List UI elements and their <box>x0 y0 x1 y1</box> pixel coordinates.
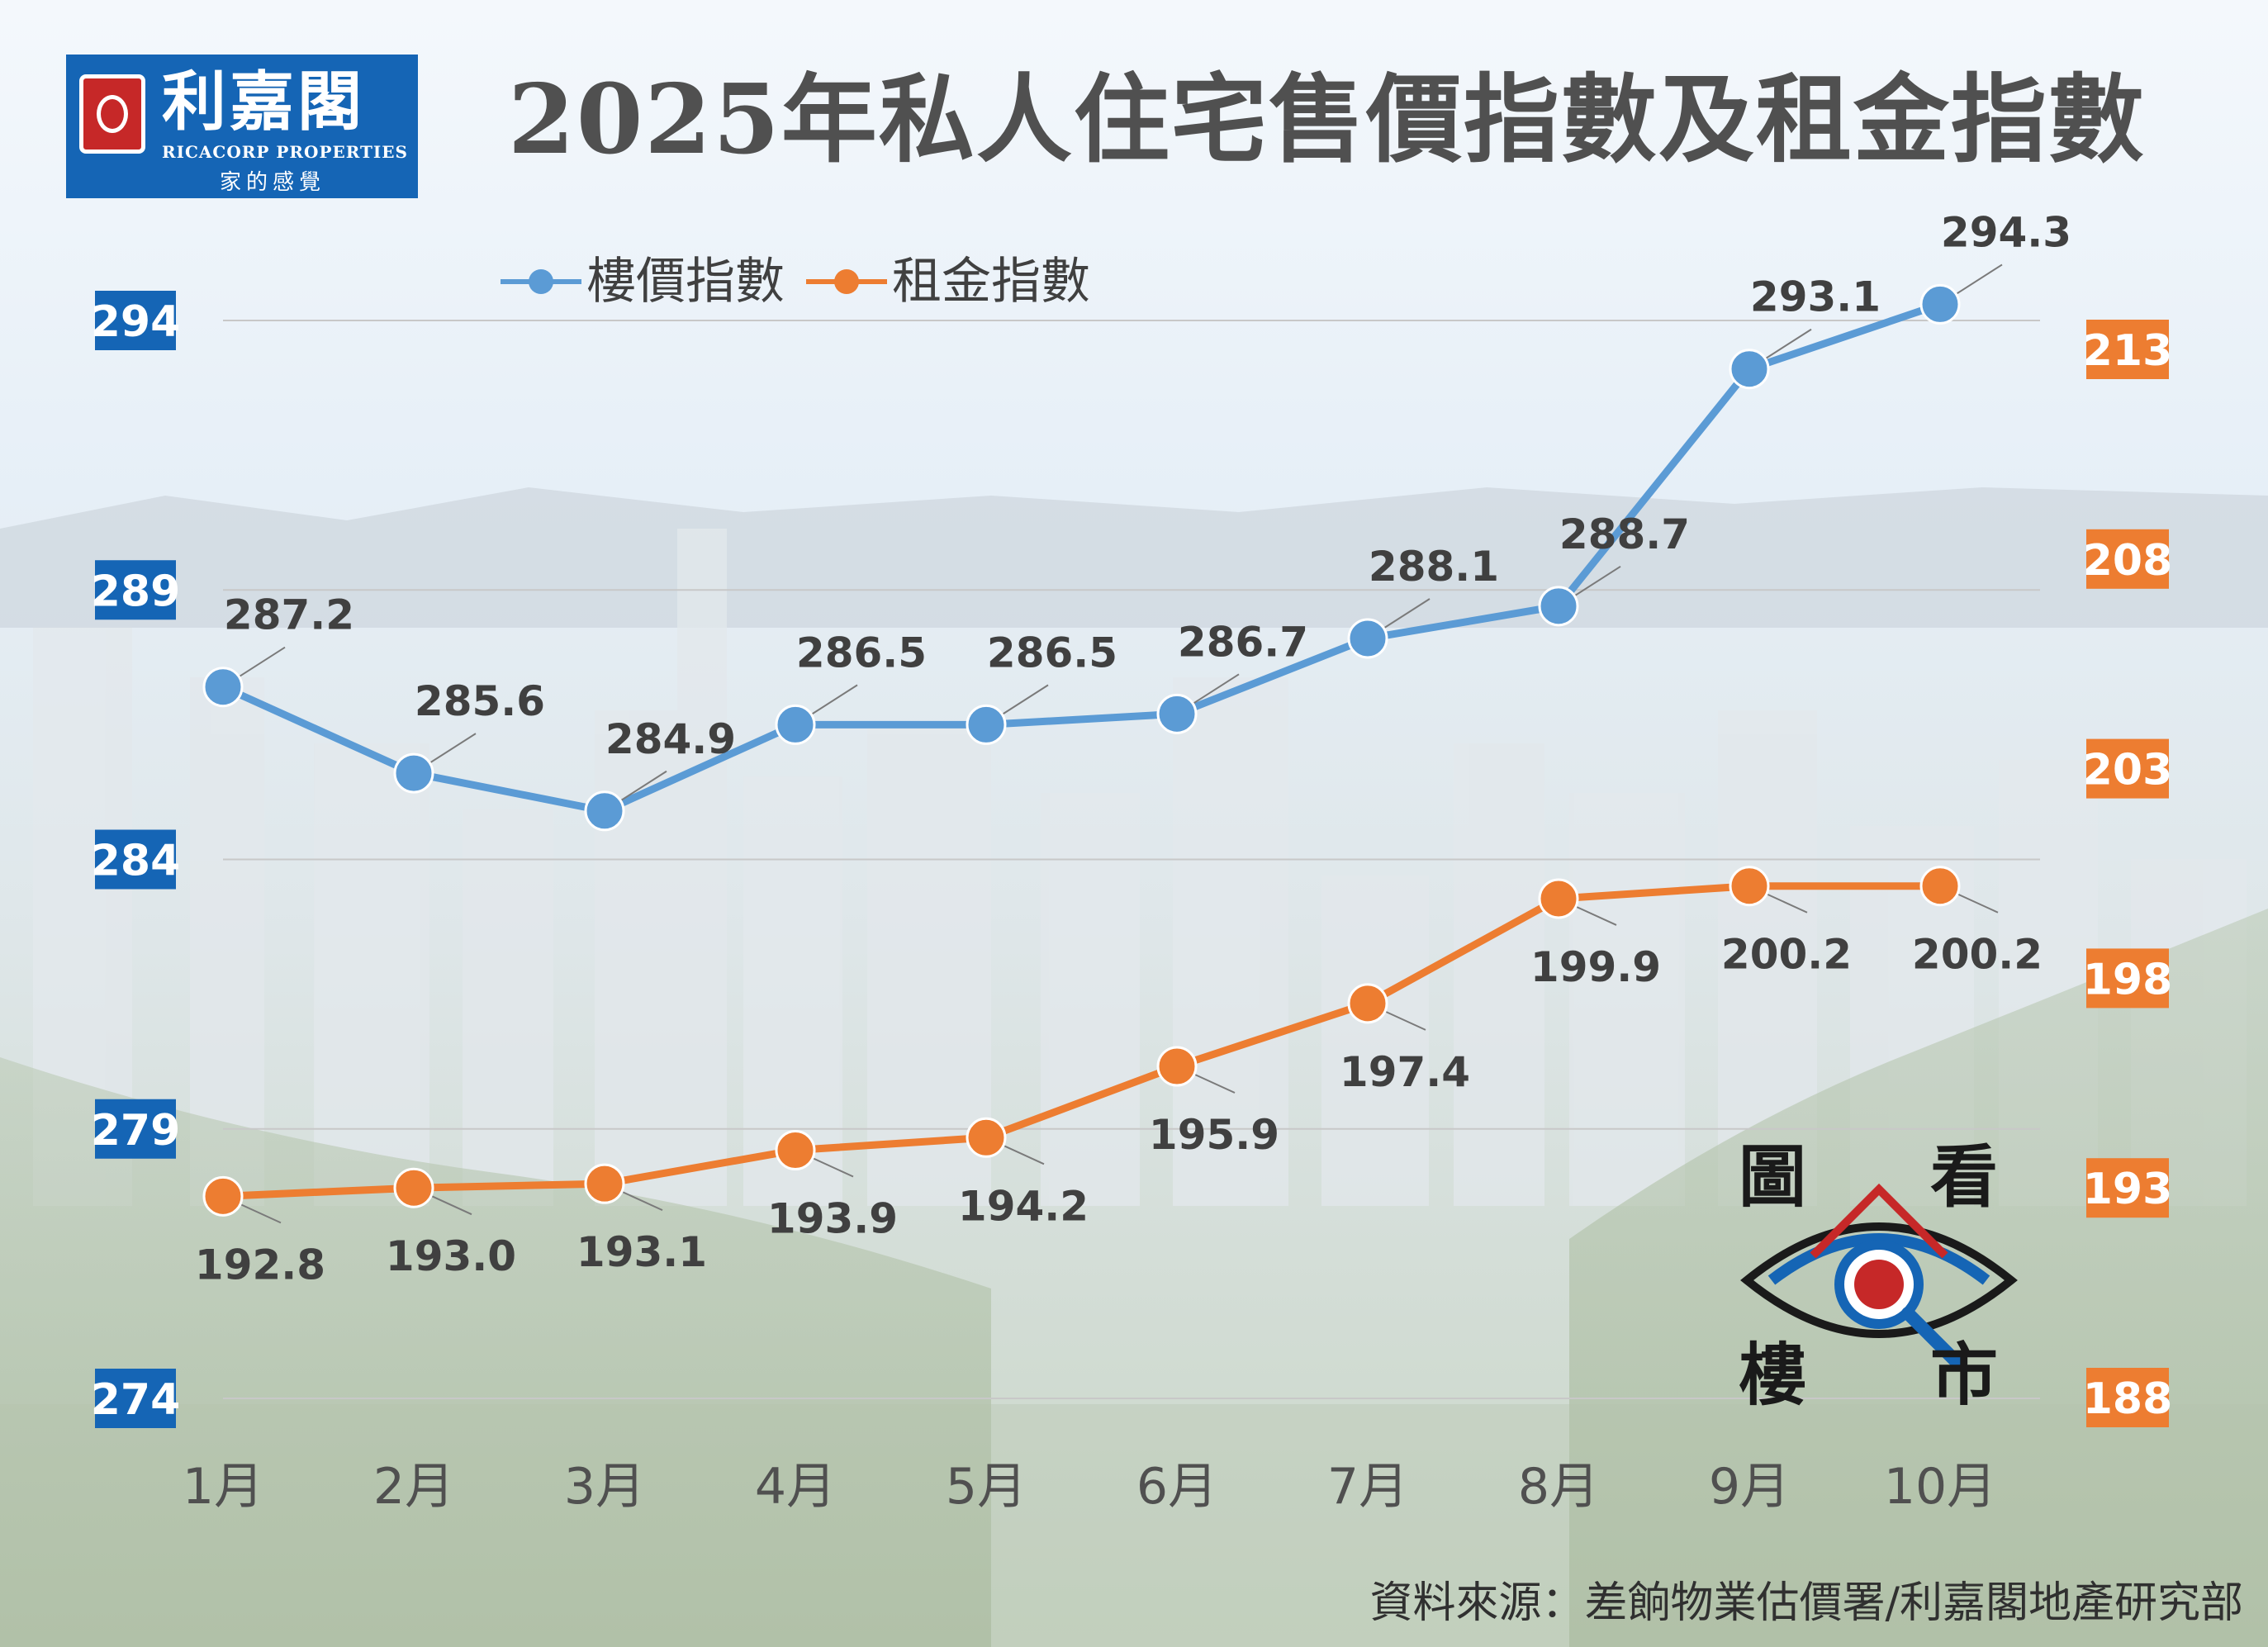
data-label: 193.1 <box>576 1228 707 1276</box>
series-line-price <box>221 301 1942 815</box>
data-label: 285.6 <box>415 677 545 725</box>
data-label: 294.3 <box>1941 208 2071 256</box>
y-left-tick-label: 284 <box>91 837 181 886</box>
y-left-tick-box <box>95 1099 176 1159</box>
x-tick-label: 6月 <box>1136 1458 1217 1516</box>
y-left-tick-label: 279 <box>91 1106 181 1156</box>
x-tick-label: 3月 <box>564 1458 645 1516</box>
data-point <box>775 704 816 745</box>
data-point <box>393 752 434 794</box>
logo-name-cn: 利嘉閣 <box>162 64 366 140</box>
data-label: 287.2 <box>224 591 354 639</box>
data-point <box>1538 586 1579 627</box>
data-label: 193.9 <box>767 1195 898 1243</box>
x-tick-label: 2月 <box>373 1458 454 1516</box>
watermark-char: 圖 <box>1739 1137 1807 1217</box>
data-label: 200.2 <box>1912 931 2043 979</box>
data-label: 200.2 <box>1721 931 1852 979</box>
data-label: 284.9 <box>605 715 736 763</box>
watermark-char: 樓 <box>1739 1336 1807 1415</box>
x-tick-label: 4月 <box>755 1458 836 1516</box>
data-point <box>966 1117 1007 1158</box>
data-label: 197.4 <box>1340 1048 1470 1096</box>
y-right-tick-box <box>2086 1368 2169 1427</box>
y-right-tick-box <box>2086 529 2169 589</box>
data-point <box>1156 693 1198 734</box>
y-right-tick-box <box>2086 1158 2169 1218</box>
data-label: 193.0 <box>386 1232 516 1280</box>
y-right-tick-box <box>2086 738 2169 799</box>
watermark-char: 看 <box>1930 1137 1999 1217</box>
y-right-tick-label: 203 <box>2083 746 2173 795</box>
data-label: 288.7 <box>1559 510 1690 558</box>
y-right-tick-label: 213 <box>2083 326 2173 376</box>
legend-label-price: 樓價指數 <box>586 253 785 311</box>
data-point <box>1347 983 1388 1024</box>
data-point <box>1729 866 1770 907</box>
data-point <box>1919 283 1961 325</box>
y-right-tick-box <box>2086 320 2169 379</box>
data-point <box>202 667 244 708</box>
y-left-tick-label: 274 <box>91 1375 181 1425</box>
rc-emblem-icon <box>79 74 145 154</box>
ricacorp-logo: 利嘉閣 RICACORP PROPERTIES 家的感覺 <box>66 55 418 198</box>
y-left-tick-label: 294 <box>91 297 181 347</box>
x-tick-label: 10月 <box>1884 1458 1996 1516</box>
data-point <box>1538 878 1579 919</box>
data-point <box>393 1167 434 1208</box>
data-point <box>1729 349 1770 390</box>
data-label: 195.9 <box>1149 1111 1279 1159</box>
y-right-tick-label: 198 <box>2083 955 2173 1004</box>
data-point <box>584 790 625 832</box>
y-right-tick-label: 193 <box>2083 1165 2173 1214</box>
data-point <box>775 1130 816 1171</box>
y-left-tick-box <box>95 291 176 350</box>
x-tick-label: 9月 <box>1709 1458 1790 1516</box>
data-point <box>966 704 1007 745</box>
data-point <box>1919 866 1961 907</box>
data-point <box>584 1163 625 1204</box>
data-label: 288.1 <box>1369 543 1499 591</box>
y-right-tick-label: 208 <box>2083 536 2173 586</box>
logo-name-en: RICACORP PROPERTIES <box>162 142 408 162</box>
data-point <box>1156 1046 1198 1087</box>
y-left-tick-label: 289 <box>91 567 181 616</box>
watermark-char: 市 <box>1930 1336 1999 1415</box>
data-label: 286.5 <box>796 629 927 676</box>
data-label: 194.2 <box>958 1182 1089 1230</box>
y-left-tick-box <box>95 560 176 620</box>
data-point <box>1347 618 1388 659</box>
data-source-note: 資料來源：差餉物業估價署/利嘉閣地產研究部 <box>1369 1578 2243 1628</box>
y-left-tick-box <box>95 829 176 890</box>
series-line-rent <box>222 882 1940 1200</box>
x-tick-label: 7月 <box>1327 1458 1408 1516</box>
data-label: 199.9 <box>1530 943 1661 991</box>
data-label: 192.8 <box>195 1241 325 1289</box>
data-label: 286.5 <box>987 629 1117 676</box>
data-label: 293.1 <box>1750 273 1881 321</box>
logo-slogan: 家的感覺 <box>220 170 326 195</box>
legend-label-rent: 租金指數 <box>892 253 1090 311</box>
data-point <box>202 1175 244 1217</box>
y-right-tick-box <box>2086 948 2169 1009</box>
y-left-tick-box <box>95 1369 176 1428</box>
eye-icon <box>1740 1183 2018 1369</box>
data-label: 286.7 <box>1178 618 1308 666</box>
x-tick-label: 5月 <box>946 1458 1027 1516</box>
chart-title: 2025年私人住宅售價指數及租金指數 <box>508 64 2146 176</box>
x-tick-label: 1月 <box>183 1458 263 1516</box>
x-tick-label: 8月 <box>1518 1458 1599 1516</box>
watermark-logo: 圖 看 樓 市 <box>1739 1140 2019 1421</box>
y-right-tick-label: 188 <box>2083 1374 2173 1424</box>
